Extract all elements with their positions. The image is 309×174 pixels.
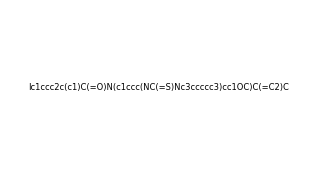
Text: Ic1ccc2c(c1)C(=O)N(c1ccc(NC(=S)Nc3ccccc3)cc1OC)C(=C2)C: Ic1ccc2c(c1)C(=O)N(c1ccc(NC(=S)Nc3ccccc3… xyxy=(28,83,289,92)
